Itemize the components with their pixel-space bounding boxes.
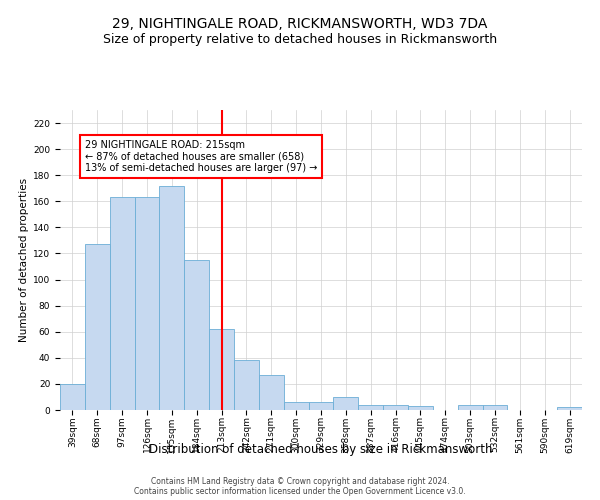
- Bar: [358, 405, 383, 410]
- Bar: [160, 186, 184, 410]
- Bar: [458, 405, 482, 410]
- Bar: [134, 198, 160, 410]
- Bar: [60, 384, 85, 410]
- Bar: [85, 244, 110, 410]
- Text: 29, NIGHTINGALE ROAD, RICKMANSWORTH, WD3 7DA: 29, NIGHTINGALE ROAD, RICKMANSWORTH, WD3…: [112, 18, 488, 32]
- Bar: [557, 408, 582, 410]
- Bar: [184, 260, 209, 410]
- Bar: [334, 397, 358, 410]
- Bar: [209, 329, 234, 410]
- Text: Contains public sector information licensed under the Open Government Licence v3: Contains public sector information licen…: [134, 488, 466, 496]
- Bar: [259, 375, 284, 410]
- Bar: [408, 406, 433, 410]
- Text: 29 NIGHTINGALE ROAD: 215sqm
← 87% of detached houses are smaller (658)
13% of se: 29 NIGHTINGALE ROAD: 215sqm ← 87% of det…: [85, 140, 317, 173]
- Text: Contains HM Land Registry data © Crown copyright and database right 2024.: Contains HM Land Registry data © Crown c…: [151, 478, 449, 486]
- Text: Size of property relative to detached houses in Rickmansworth: Size of property relative to detached ho…: [103, 32, 497, 46]
- Text: Distribution of detached houses by size in Rickmansworth: Distribution of detached houses by size …: [149, 442, 493, 456]
- Bar: [110, 198, 134, 410]
- Bar: [383, 405, 408, 410]
- Y-axis label: Number of detached properties: Number of detached properties: [19, 178, 29, 342]
- Bar: [482, 405, 508, 410]
- Bar: [308, 402, 334, 410]
- Bar: [284, 402, 308, 410]
- Bar: [234, 360, 259, 410]
